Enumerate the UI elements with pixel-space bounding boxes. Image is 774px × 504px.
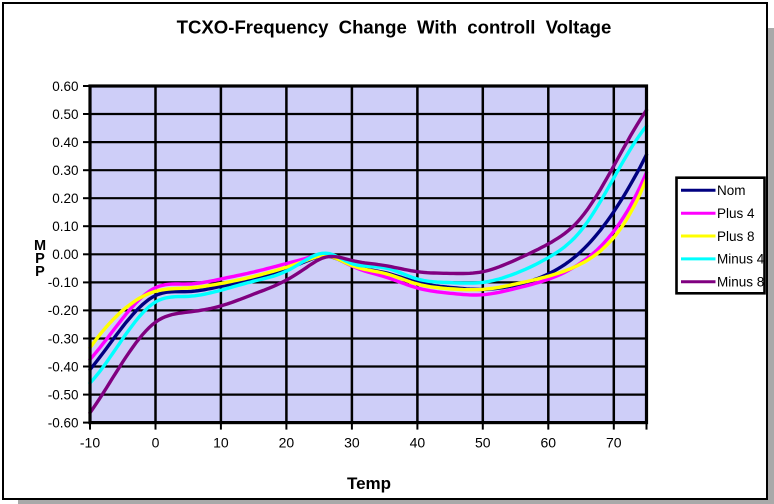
svg-text:-0.10: -0.10 (48, 275, 79, 290)
svg-text:0.10: 0.10 (52, 219, 78, 234)
svg-text:60: 60 (541, 435, 557, 451)
svg-text:P: P (35, 251, 45, 267)
svg-text:10: 10 (213, 435, 229, 451)
svg-text:70: 70 (606, 435, 622, 451)
svg-text:0.50: 0.50 (52, 107, 78, 122)
svg-text:0.40: 0.40 (52, 135, 78, 150)
svg-text:-10: -10 (80, 435, 100, 451)
svg-text:30: 30 (344, 435, 360, 451)
svg-text:-0.20: -0.20 (48, 303, 79, 318)
svg-text:0: 0 (152, 435, 160, 451)
svg-text:-0.40: -0.40 (48, 359, 79, 374)
svg-text:0.60: 0.60 (52, 79, 78, 94)
svg-text:-0.50: -0.50 (48, 387, 79, 402)
svg-text:TCXO-Frequency Change With con: TCXO-Frequency Change With controll Volt… (177, 17, 612, 38)
svg-text:Plus 4: Plus 4 (717, 206, 755, 221)
svg-text:M: M (34, 238, 46, 254)
svg-text:40: 40 (410, 435, 426, 451)
svg-text:Minus 8: Minus 8 (717, 275, 764, 290)
svg-text:Minus 4: Minus 4 (717, 252, 765, 267)
svg-text:P: P (35, 264, 45, 280)
svg-text:50: 50 (475, 435, 491, 451)
svg-text:Nom: Nom (717, 183, 746, 198)
svg-text:Plus 8: Plus 8 (717, 229, 755, 244)
svg-text:20: 20 (279, 435, 295, 451)
svg-text:0.20: 0.20 (52, 191, 78, 206)
svg-text:Temp: Temp (347, 474, 391, 493)
svg-text:0.00: 0.00 (52, 247, 78, 262)
svg-text:0.30: 0.30 (52, 163, 78, 178)
svg-text:-0.30: -0.30 (48, 331, 79, 346)
svg-text:-0.60: -0.60 (48, 415, 79, 430)
